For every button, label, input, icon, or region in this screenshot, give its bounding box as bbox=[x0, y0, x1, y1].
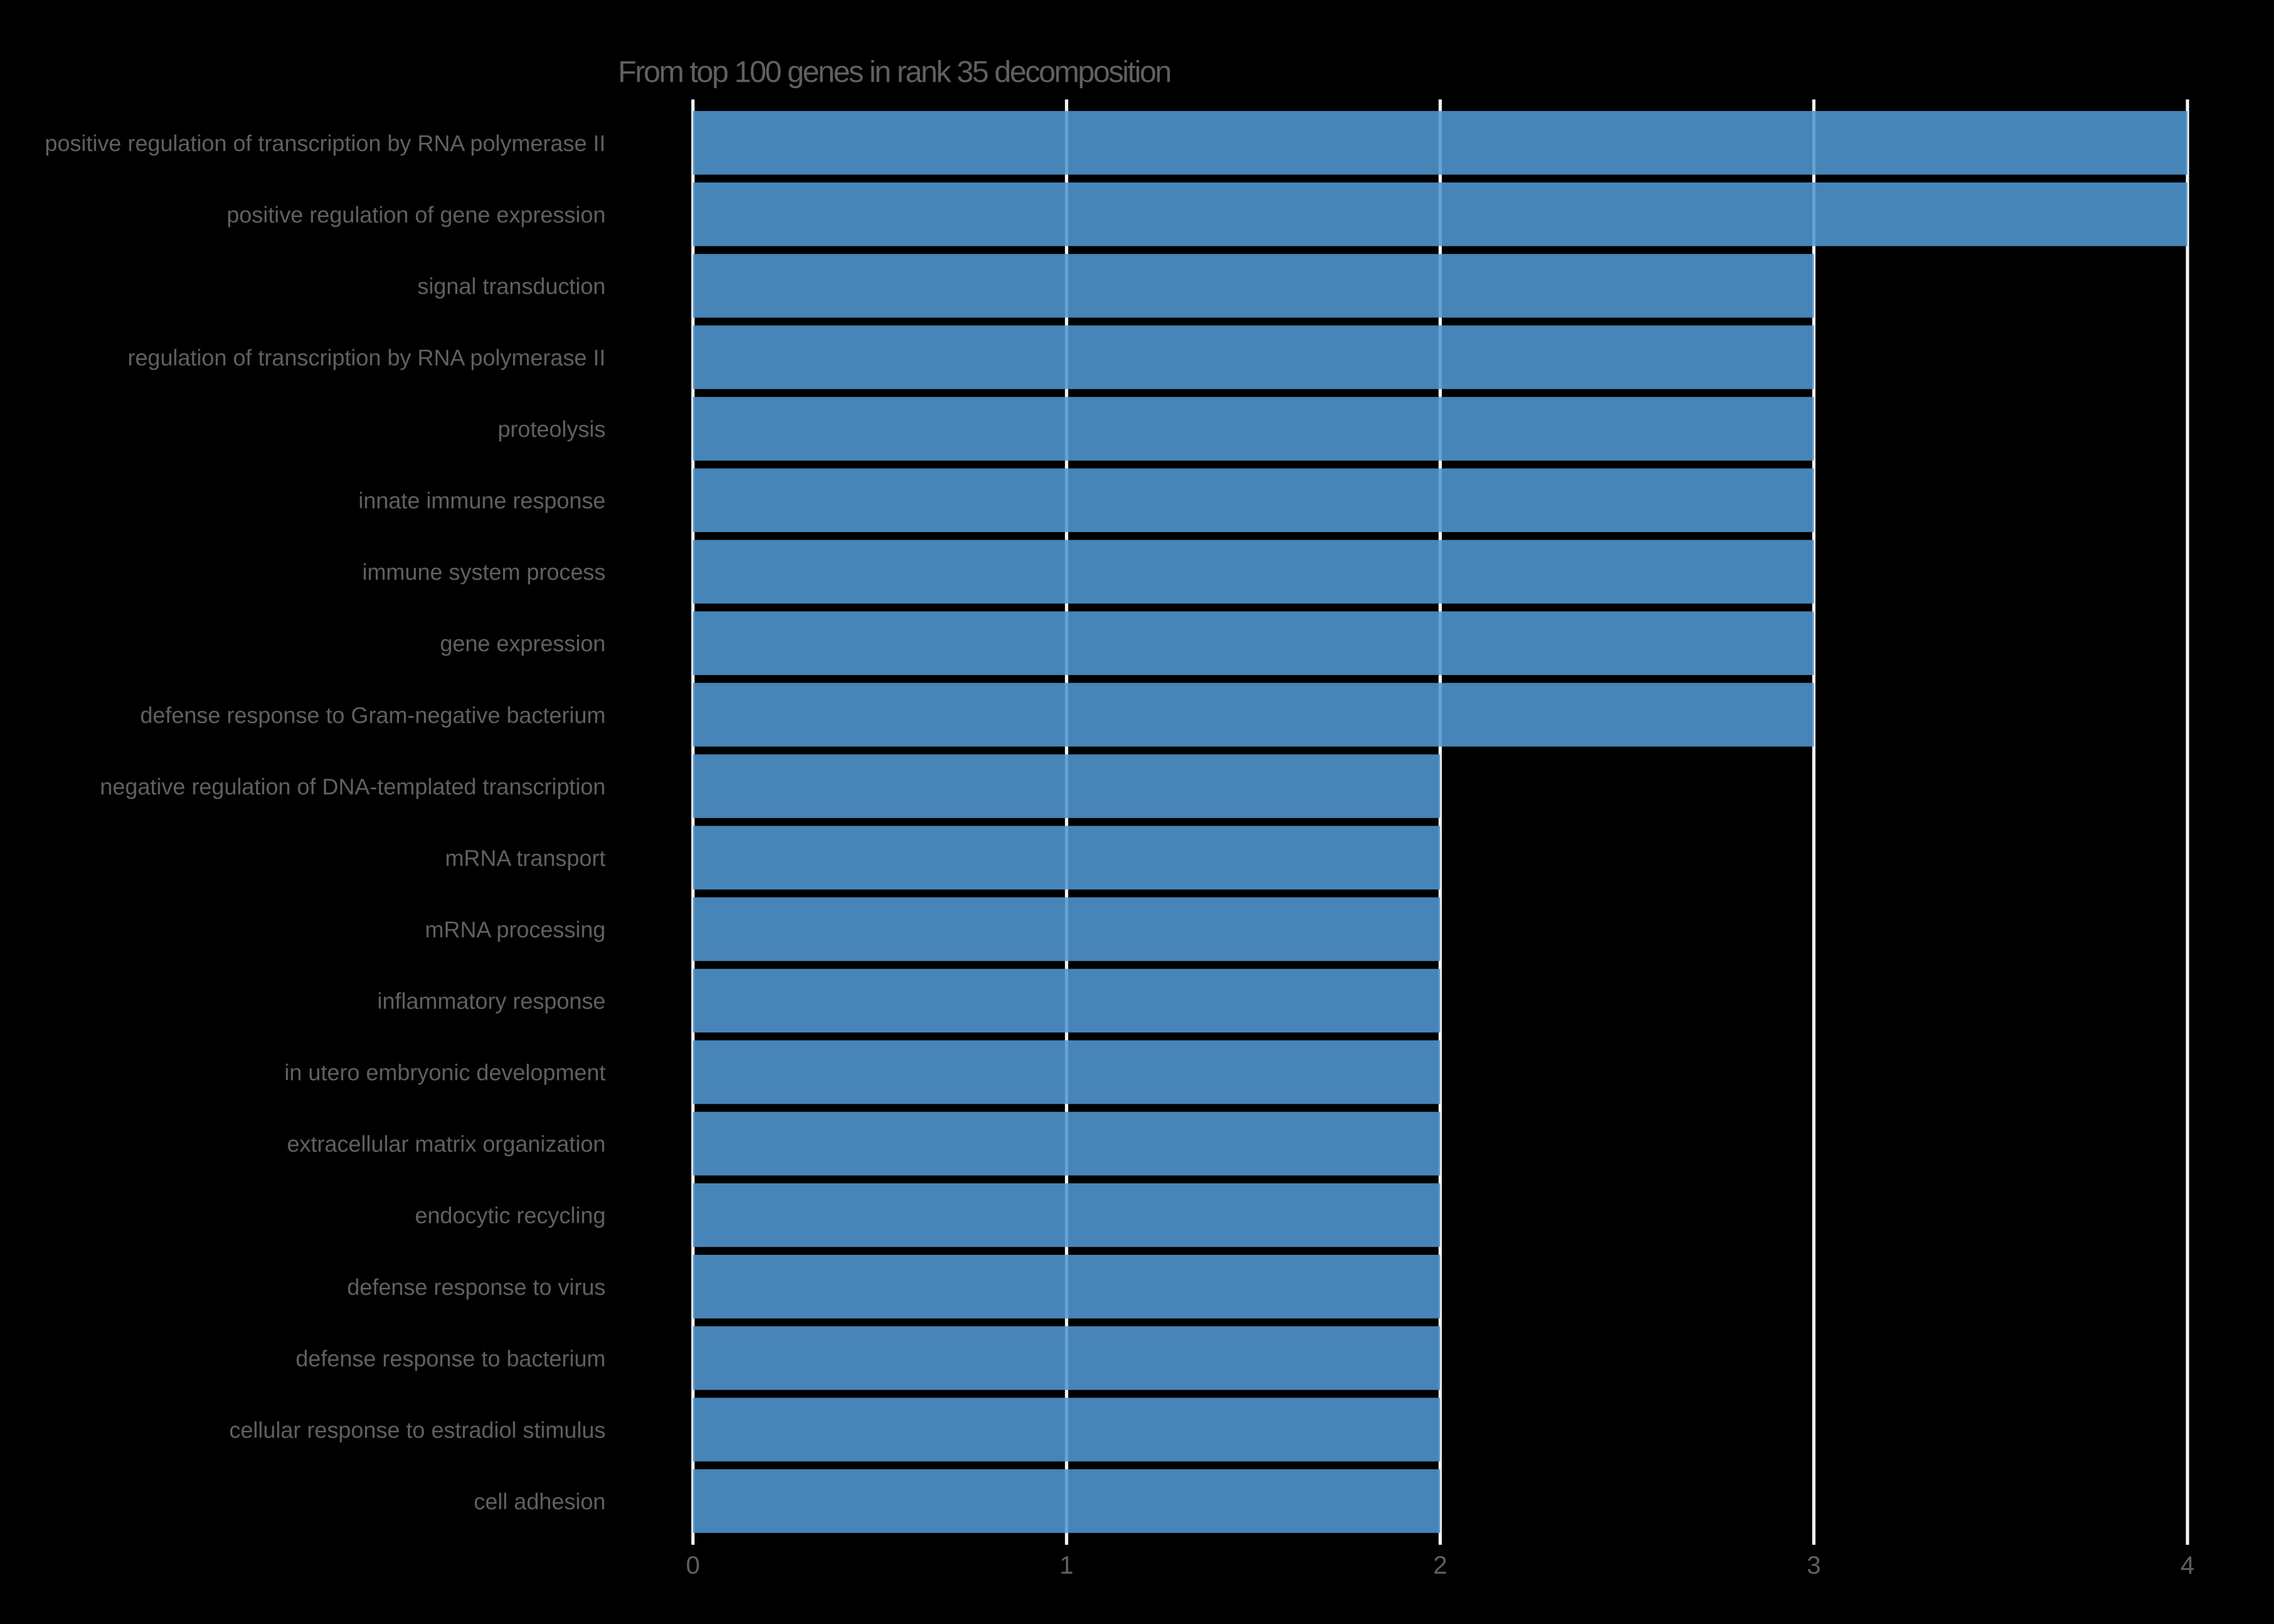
svg-text:endocytic recycling: endocytic recycling bbox=[415, 1203, 605, 1228]
svg-text:3: 3 bbox=[1807, 1551, 1821, 1579]
svg-text:signal transduction: signal transduction bbox=[417, 273, 606, 299]
svg-text:4: 4 bbox=[2180, 1551, 2194, 1579]
svg-text:2: 2 bbox=[1433, 1551, 1447, 1579]
svg-text:extracellular matrix organizat: extracellular matrix organization bbox=[287, 1131, 606, 1157]
svg-text:0: 0 bbox=[686, 1551, 700, 1579]
svg-text:positive regulation of transcr: positive regulation of transcription by … bbox=[45, 130, 606, 156]
svg-text:negative regulation of DNA-tem: negative regulation of DNA-templated tra… bbox=[100, 774, 606, 799]
svg-text:in utero embryonic development: in utero embryonic development bbox=[284, 1060, 606, 1085]
svg-text:From top 100 genes in rank 35: From top 100 genes in rank 35 decomposit… bbox=[618, 55, 1172, 89]
svg-text:inflammatory response: inflammatory response bbox=[377, 988, 606, 1014]
svg-text:innate immune response: innate immune response bbox=[358, 488, 606, 513]
svg-text:positive regulation of gene ex: positive regulation of gene expression bbox=[227, 202, 606, 227]
svg-text:defense response to Gram-negat: defense response to Gram-negative bacter… bbox=[140, 702, 606, 728]
svg-text:proteolysis: proteolysis bbox=[498, 416, 605, 442]
svg-text:defense response to virus: defense response to virus bbox=[347, 1274, 605, 1300]
svg-text:defense response to bacterium: defense response to bacterium bbox=[296, 1346, 605, 1371]
svg-text:cell adhesion: cell adhesion bbox=[474, 1489, 605, 1514]
svg-text:mRNA processing: mRNA processing bbox=[425, 916, 606, 942]
svg-text:1: 1 bbox=[1060, 1551, 1074, 1579]
svg-text:regulation of transcription by: regulation of transcription by RNA polym… bbox=[128, 345, 606, 370]
svg-text:gene expression: gene expression bbox=[440, 631, 606, 656]
svg-text:mRNA transport: mRNA transport bbox=[445, 845, 606, 870]
svg-text:immune system process: immune system process bbox=[362, 559, 605, 585]
svg-text:cellular response to estradiol: cellular response to estradiol stimulus bbox=[229, 1417, 605, 1443]
